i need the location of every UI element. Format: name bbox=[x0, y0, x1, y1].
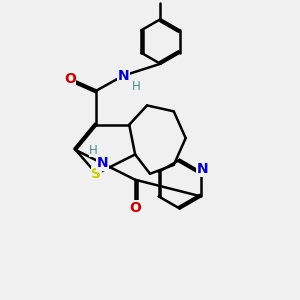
Text: H: H bbox=[132, 80, 141, 93]
Text: H: H bbox=[89, 143, 98, 157]
Text: N: N bbox=[97, 156, 108, 170]
Text: N: N bbox=[117, 69, 129, 83]
Text: N: N bbox=[196, 162, 208, 176]
Text: S: S bbox=[92, 167, 101, 181]
Text: O: O bbox=[64, 72, 76, 86]
Text: O: O bbox=[129, 201, 141, 215]
